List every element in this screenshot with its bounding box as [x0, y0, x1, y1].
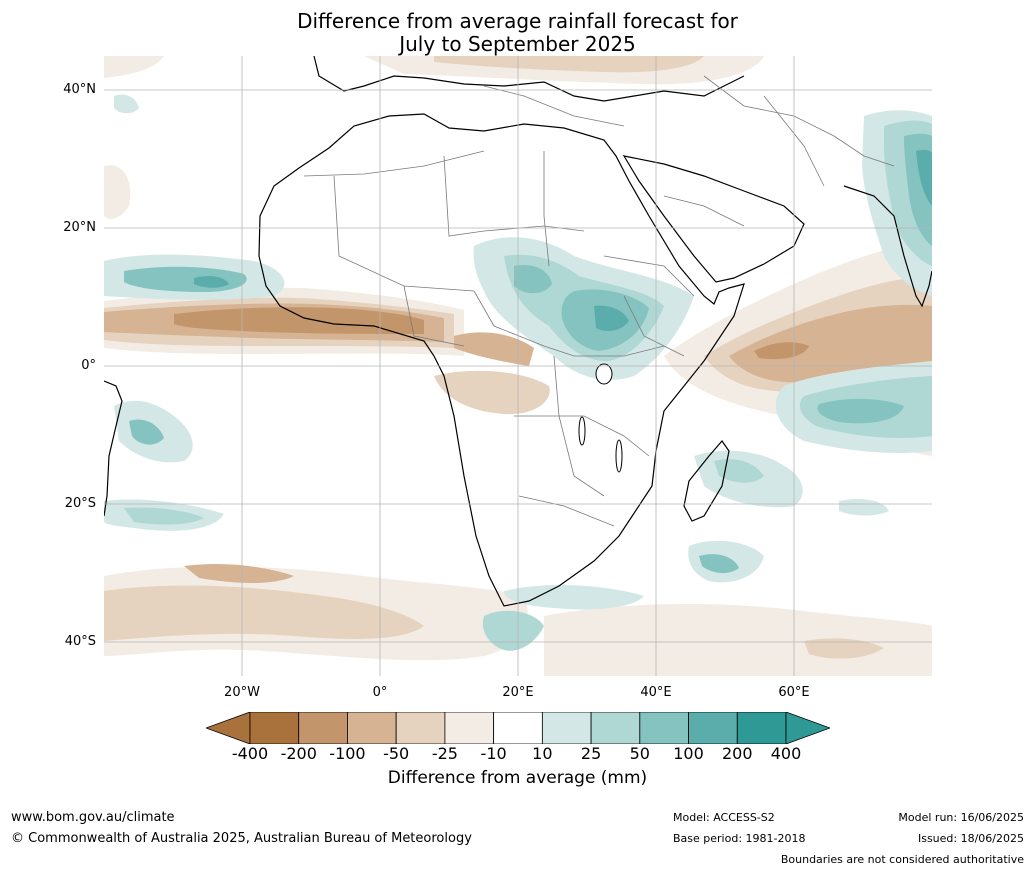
colorbar-segment [639, 712, 689, 744]
rainfall-anomaly-map [104, 56, 932, 676]
colorbar-segment [249, 712, 300, 744]
base-period-text: Base period: 1981-2018 [673, 832, 806, 845]
colorbar-tick-label: 10 [532, 744, 553, 763]
wet-anomaly-shading [104, 94, 932, 651]
lat-label-40n: 40°N [63, 82, 96, 97]
lat-label-40s: 40°S [64, 634, 96, 649]
colorbar-segment [395, 712, 446, 744]
colorbar-title: Difference from average (mm) [387, 768, 648, 788]
colorbar-segment [347, 712, 397, 744]
model-text: Model: ACCESS-S2 [673, 811, 775, 824]
colorbar-tick-label: -400 [231, 744, 269, 763]
website-link[interactable]: www.bom.gov.au/climate [11, 810, 175, 825]
colorbar-segment [493, 712, 543, 744]
colorbar-segment [444, 712, 495, 744]
lon-label-0: 0° [372, 685, 388, 700]
coastlines [104, 56, 932, 607]
copyright-text: © Commonwealth of Australia 2025, Austra… [11, 831, 472, 846]
chart-title: Difference from average rainfall forecas… [0, 10, 1035, 56]
colorbar-segment [298, 712, 348, 744]
colorbar-segment [541, 712, 592, 744]
colorbar-tick-label: -200 [280, 744, 317, 763]
colorbar-segment [590, 712, 641, 744]
colorbar-segment [688, 712, 738, 744]
colorbar-tick-label: -10 [480, 744, 507, 763]
graticule [104, 56, 932, 676]
title-line-1: Difference from average rainfall forecas… [297, 9, 738, 33]
colorbar-tick-label: -50 [383, 744, 410, 763]
disclaimer-text: Boundaries are not considered authoritat… [780, 853, 1024, 866]
colorbar-tick-label: -100 [329, 744, 366, 763]
title-line-2: July to September 2025 [399, 32, 636, 56]
lon-label-60e: 60°E [778, 685, 810, 700]
lon-label-40e: 40°E [640, 685, 672, 700]
colorbar [206, 712, 830, 744]
lon-label-20w: 20°W [224, 685, 260, 700]
colorbar-high-arrow [785, 712, 830, 744]
lon-label-20e: 20°E [502, 685, 534, 700]
lakes [578, 363, 623, 473]
colorbar-tick-label: 50 [629, 744, 650, 763]
lat-label-20n: 20°N [63, 220, 96, 235]
colorbar-low-arrow [206, 712, 251, 744]
lat-label-20s: 20°S [64, 496, 96, 511]
colorbar-tick-label: -25 [431, 744, 458, 763]
colorbar-tick-label: 200 [721, 744, 753, 763]
colorbar-tick-label: 100 [673, 744, 704, 763]
model-run-text: Model run: 16/06/2025 [898, 811, 1024, 824]
issued-text: Issued: 18/06/2025 [917, 832, 1024, 845]
colorbar-segment [736, 712, 787, 744]
colorbar-tick-label: 400 [770, 744, 802, 763]
lat-label-0: 0° [81, 358, 96, 373]
colorbar-tick-label: 25 [580, 744, 602, 763]
